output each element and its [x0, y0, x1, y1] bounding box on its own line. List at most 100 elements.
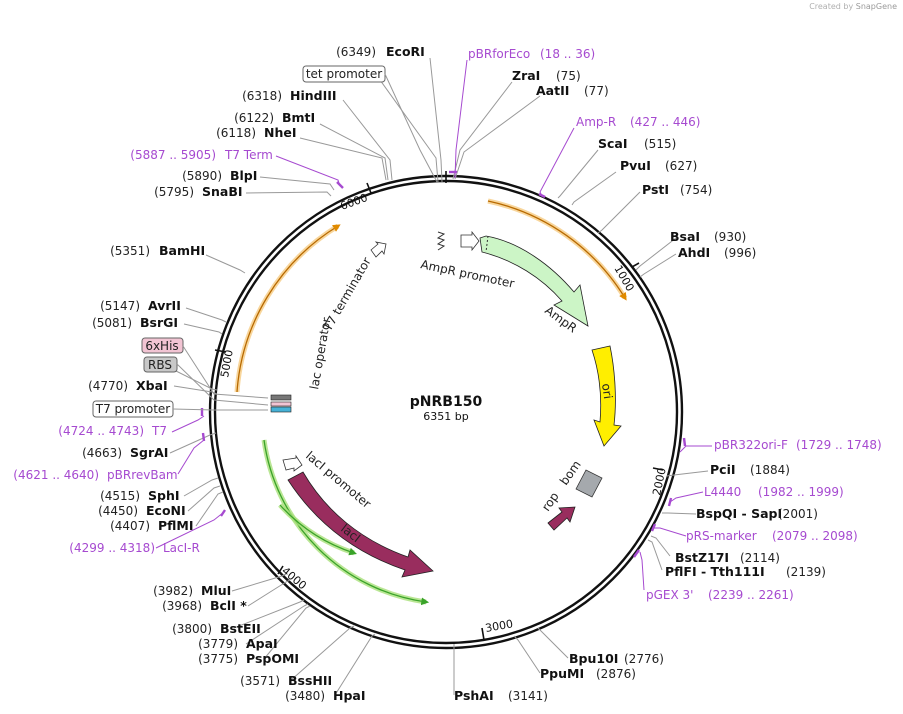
rop-label: rop	[539, 490, 562, 514]
primer-T7Term: T7 Term	[224, 148, 273, 162]
enzyme-HindIII: HindIII	[290, 88, 337, 103]
svg-text:(5081): (5081)	[92, 316, 132, 330]
enzyme-BstZ17I: BstZ17I	[675, 550, 729, 565]
svg-text:(4407): (4407)	[110, 519, 150, 533]
primer-pGEX3: pGEX 3'	[646, 588, 693, 602]
laci-promoter-arrow	[282, 454, 303, 472]
rbs-box	[270, 406, 292, 413]
svg-text:(6318): (6318)	[242, 89, 282, 103]
ori-feature	[591, 345, 622, 447]
svg-text:(3480): (3480)	[285, 689, 325, 703]
svg-text:(3571): (3571)	[240, 674, 280, 688]
enzyme-PciI: PciI	[710, 462, 736, 477]
svg-text:(3775): (3775)	[198, 652, 238, 666]
enzyme-SgrAI: SgrAI	[130, 445, 168, 460]
bom-feature	[575, 469, 603, 498]
enzyme-PvuI: PvuI	[620, 158, 651, 173]
primer-pBR322ori: pBR322ori-F	[714, 438, 788, 452]
orange-arc-left-line	[236, 224, 341, 393]
enzyme-Bpu10I: Bpu10I	[569, 651, 618, 666]
svg-text:(2139): (2139)	[786, 565, 826, 579]
svg-text:(3968): (3968)	[162, 599, 202, 613]
green-arc-inner-line	[279, 504, 357, 556]
enzyme-PflMI: PflMI	[158, 518, 194, 533]
svg-text:(4724 .. 4743): (4724 .. 4743)	[58, 424, 144, 438]
enzyme-PpuMI: PpuMI	[540, 666, 584, 681]
primer-pBRforEco: pBRforEco	[468, 47, 530, 61]
enzyme-NheI: NheI	[264, 125, 297, 140]
sixhis-box	[270, 401, 292, 407]
enzyme-BmtI: BmtI	[282, 110, 315, 125]
svg-text:(4663): (4663)	[82, 446, 122, 460]
enzyme-BclI: BclI *	[210, 598, 247, 613]
svg-text:(2001): (2001)	[778, 507, 818, 521]
svg-text:(930): (930)	[714, 230, 746, 244]
plasmid-name: pNRB150	[410, 394, 483, 410]
svg-text:(754): (754)	[680, 183, 712, 197]
enzyme-BspQI-SapI: BspQI - SapI	[696, 506, 782, 521]
svg-text:(1884): (1884)	[750, 463, 790, 477]
snapgene-watermark: Created by SnapGene	[809, 2, 897, 11]
tick-3000: 3000	[484, 617, 514, 635]
svg-text:(77): (77)	[584, 84, 609, 98]
ampr-promoter-arrow	[460, 230, 480, 252]
svg-text:(4515): (4515)	[100, 489, 140, 503]
svg-text:(3982): (3982)	[153, 584, 193, 598]
sixhis-label: 6xHis	[145, 339, 178, 353]
svg-text:(75): (75)	[556, 69, 581, 83]
enzyme-AhdI: AhdI	[678, 245, 710, 260]
svg-text:(627): (627)	[665, 159, 697, 173]
laci-feature	[287, 471, 434, 578]
primer-AmpR: Amp-R	[576, 115, 616, 129]
svg-text:(2876): (2876)	[596, 667, 636, 681]
svg-text:(5887 .. 5905): (5887 .. 5905)	[130, 148, 216, 162]
enzyme-PshAI: PshAI	[454, 688, 494, 703]
svg-text:(1729 .. 1748): (1729 .. 1748)	[796, 438, 882, 452]
svg-text:(3141): (3141)	[508, 689, 548, 703]
enzyme-labels: (6349) EcoRI ZraI (75) AatII (77) (6318)…	[82, 44, 826, 703]
primer-T7: T7	[151, 424, 167, 438]
primer-pRSmarker: pRS-marker	[686, 529, 757, 543]
enzyme-BsrGI: BsrGI	[140, 315, 178, 330]
enzyme-PflFI-Tth111I: PflFI - Tth111I	[665, 564, 765, 579]
orange-arc-right-line	[487, 200, 627, 301]
svg-text:(18 .. 36): (18 .. 36)	[540, 47, 595, 61]
enzyme-BssHII: BssHII	[288, 673, 332, 688]
primer-marks	[200, 170, 687, 558]
svg-text:(1982 .. 1999): (1982 .. 1999)	[758, 485, 844, 499]
rbs-label: RBS	[148, 358, 172, 372]
rop-feature	[547, 506, 576, 531]
promoter-coil	[436, 231, 446, 251]
enzyme-ScaI: ScaI	[598, 136, 628, 151]
enzyme-AatII: AatII	[536, 83, 569, 98]
svg-text:(6118): (6118)	[216, 126, 256, 140]
t7-promoter-label: T7 promoter	[95, 402, 171, 416]
tick-5000: 5000	[218, 349, 236, 379]
svg-text:(2079 .. 2098): (2079 .. 2098)	[772, 529, 858, 543]
tick-2000: 2000	[650, 467, 669, 497]
enzyme-SphI: SphI	[148, 488, 180, 503]
sixhis-label-box	[141, 337, 184, 354]
svg-text:(5795): (5795)	[154, 185, 194, 199]
enzyme-ZraI: ZraI	[512, 68, 540, 83]
svg-text:(4621 .. 4640): (4621 .. 4640)	[13, 468, 99, 482]
svg-text:(427 .. 446): (427 .. 446)	[630, 115, 700, 129]
enzyme-PspOMI: PspOMI	[246, 651, 299, 666]
svg-text:(4450): (4450)	[98, 504, 138, 518]
primer-LacIR: LacI-R	[163, 541, 200, 555]
primer-L4440: L4440	[704, 485, 741, 499]
enzyme-BstEII: BstEII	[220, 621, 261, 636]
svg-text:(2114): (2114)	[740, 551, 780, 565]
svg-text:(3779): (3779)	[198, 637, 238, 651]
svg-text:(5351): (5351)	[110, 244, 150, 258]
enzyme-XbaI: XbaI	[136, 378, 168, 393]
enzyme-MluI: MluI	[201, 583, 231, 598]
svg-text:(5147): (5147)	[100, 299, 140, 313]
enzyme-leaders	[169, 57, 709, 696]
enzyme-BamHI: BamHI	[159, 243, 205, 258]
enzyme-EcoRI: EcoRI	[386, 44, 425, 59]
svg-text:(515): (515)	[644, 137, 676, 151]
tet-promoter-label: tet promoter	[306, 67, 382, 81]
enzyme-BlpI: BlpI	[230, 168, 257, 183]
svg-text:(5890): (5890)	[182, 169, 222, 183]
